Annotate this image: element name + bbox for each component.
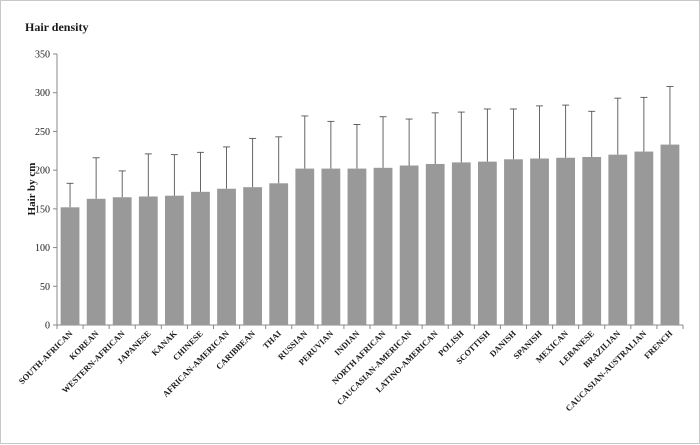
bar	[530, 158, 549, 325]
y-axis-label: Hair by cm	[26, 163, 38, 216]
bar	[191, 191, 210, 325]
bar	[112, 197, 132, 325]
chart-title: Hair density	[25, 20, 88, 34]
y-tick-label: 100	[35, 243, 50, 254]
bar	[582, 156, 602, 325]
bar	[60, 207, 80, 325]
bar	[86, 198, 106, 325]
x-tick-label: SOUTH-AFRICAN	[17, 328, 75, 386]
y-tick-label: 0	[45, 321, 50, 332]
y-tick-label: 250	[35, 127, 50, 138]
y-tick-label: 300	[35, 88, 50, 99]
bar	[556, 157, 576, 325]
bar	[608, 154, 628, 325]
bar	[164, 195, 184, 325]
y-tick-label: 50	[40, 282, 50, 293]
bar	[217, 188, 236, 325]
bar	[634, 151, 654, 325]
bar	[504, 159, 523, 325]
error-bars	[66, 86, 674, 208]
bar	[477, 161, 497, 325]
bar	[269, 183, 289, 325]
y-tick-label: 200	[35, 166, 50, 177]
x-tick-label: FRENCH	[642, 328, 675, 361]
bar	[660, 144, 680, 325]
y-ticks: 0 50 100 150 200 250 300 350	[35, 50, 57, 332]
y-tick-label: 150	[35, 204, 50, 215]
bar	[347, 168, 367, 325]
bar	[138, 196, 158, 325]
bar	[451, 162, 471, 325]
bars	[60, 144, 680, 325]
bar	[425, 163, 445, 325]
x-tick-label: THAI	[261, 328, 284, 351]
bar	[373, 167, 393, 325]
bar	[399, 165, 419, 325]
x-tick-labels: SOUTH-AFRICANKOREANWESTERN-AFRICANJAPANE…	[17, 328, 675, 413]
bar	[243, 187, 263, 325]
axes	[56, 54, 684, 329]
bar	[295, 168, 315, 325]
bar	[321, 168, 341, 325]
y-tick-label: 350	[35, 50, 50, 61]
